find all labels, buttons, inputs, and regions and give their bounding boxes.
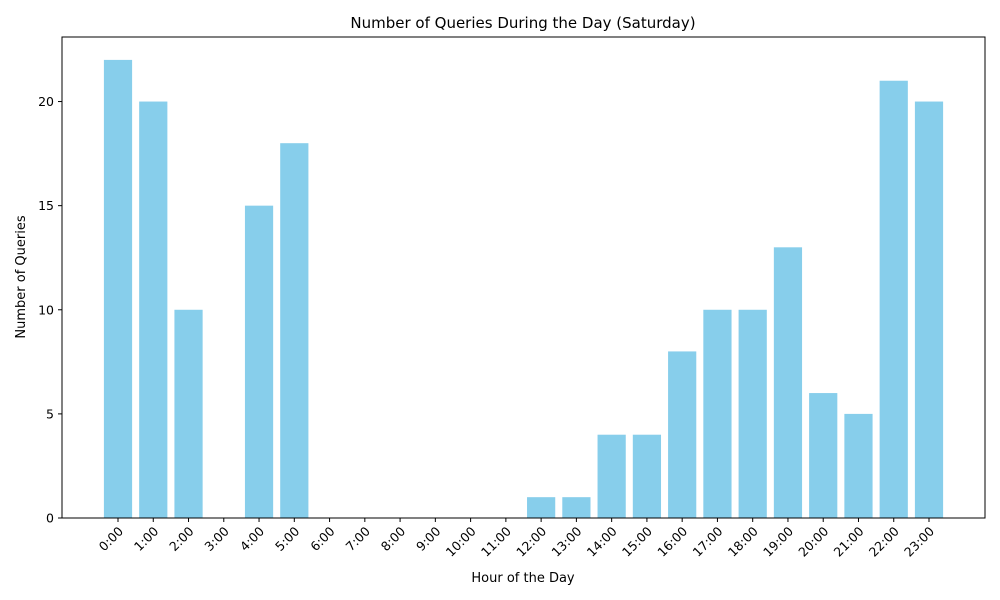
x-tick-label: 13:00 [548,523,584,559]
bar-15-00 [632,434,662,518]
x-tick-label: 21:00 [831,523,867,559]
y-tick-label: 20 [38,94,54,109]
plot-frame [61,36,986,519]
bar-4-00 [244,205,274,518]
x-tick-label: 0:00 [96,523,126,553]
x-tick-label: 1:00 [131,523,161,553]
bar-20-00 [809,393,838,518]
y-tick-label: 5 [46,406,54,421]
x-tick-label: 20:00 [795,523,831,559]
x-tick-label: 4:00 [237,523,267,553]
y-tick-label: 15 [38,198,54,213]
x-tick-label: 6:00 [307,523,337,553]
x-tick-label: 23:00 [901,523,937,559]
y-tick-label: 0 [46,511,54,526]
bar-5-00 [280,143,309,518]
x-tick-label: 3:00 [201,523,231,553]
x-tick-label: 15:00 [619,523,655,559]
bar-17-00 [703,309,732,518]
bar-14-00 [597,434,626,518]
bar-23-00 [914,101,944,519]
bar-16-00 [668,351,697,518]
x-tick-label: 12:00 [513,523,549,559]
x-tick-label: 8:00 [378,523,408,553]
bar-0-00 [103,59,133,519]
x-tick-label: 10:00 [443,523,479,559]
bar-22-00 [879,80,908,518]
x-tick-label: 18:00 [725,523,761,559]
bar-13-00 [562,497,591,518]
x-tick-label: 7:00 [342,523,372,553]
x-tick-label: 14:00 [584,523,620,559]
bars-group [103,59,944,519]
bar-1-00 [139,101,168,519]
bar-18-00 [738,309,767,518]
x-tick-label: 19:00 [760,523,796,559]
y-axis-label: Number of Queries [14,215,29,338]
x-tick-label: 22:00 [866,523,902,559]
x-axis-label: Hour of the Day [471,571,575,586]
x-tick-label: 16:00 [654,523,690,559]
y-tick-label: 10 [38,302,54,317]
x-tick-label: 17:00 [689,523,725,559]
y-axis-ticks: 0 5 10 15 20 [38,94,62,526]
chart-title: Number of Queries During the Day (Saturd… [350,14,695,32]
bar-19-00 [773,247,803,518]
x-tick-label: 5:00 [272,523,302,553]
bar-12-00 [527,497,556,518]
x-tick-label: 2:00 [166,523,196,553]
x-tick-label: 9:00 [413,523,443,553]
bar-2-00 [174,309,203,518]
x-axis-ticks: 0:00 1:00 2:00 3:00 4:00 5:00 6:00 7:00 8:00 9:00… [96,518,937,560]
x-tick-label: 11:00 [478,523,514,559]
bar-21-00 [844,413,873,518]
